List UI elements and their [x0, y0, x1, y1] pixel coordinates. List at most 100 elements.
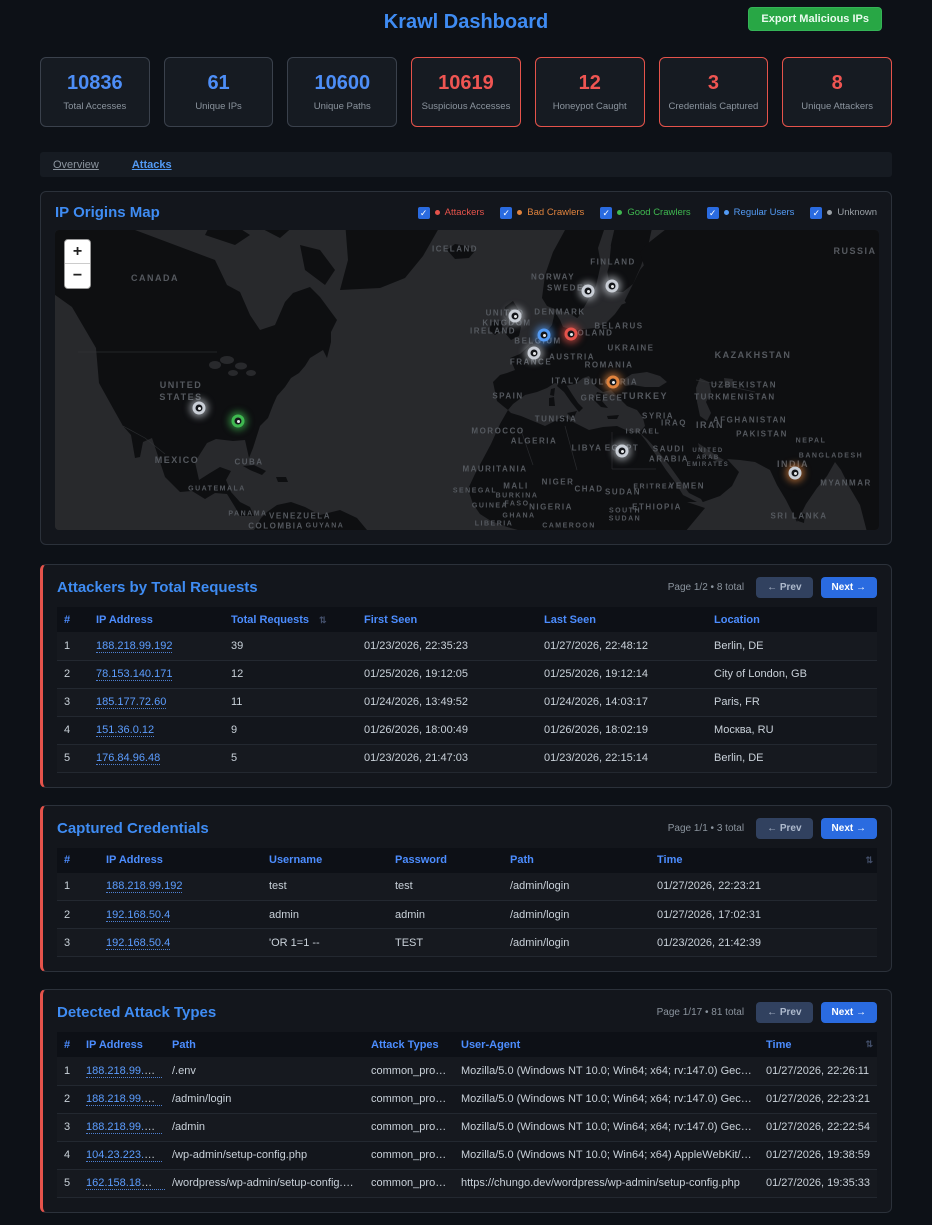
column-header-path[interactable]: Path — [165, 1032, 364, 1057]
column-header-ip-address[interactable]: IP Address — [99, 848, 262, 873]
column-header-last-seen[interactable]: Last Seen — [537, 607, 707, 632]
ip-link[interactable]: 188.218.99.192 — [106, 880, 182, 893]
attack-types-next-button[interactable]: Next → — [821, 1002, 877, 1023]
sort-icon[interactable]: ⇅ — [865, 1039, 873, 1050]
cell-last-seen: 01/24/2026, 14:03:17 — [537, 688, 707, 716]
cell-time: 01/27/2026, 19:38:59 — [759, 1141, 877, 1169]
column-header-location[interactable]: Location — [707, 607, 877, 632]
table-row: 2188.218.99.192/admin/logincommon_probes… — [57, 1085, 877, 1113]
cell-time: 01/23/2026, 21:42:39 — [650, 929, 877, 957]
cell-attack-types: common_probes — [364, 1085, 454, 1113]
attack-types-table: #IP AddressPathAttack TypesUser-AgentTim… — [57, 1032, 877, 1198]
tab-attacks[interactable]: Attacks — [132, 159, 172, 171]
column-header-time[interactable]: Time⇅ — [759, 1032, 877, 1057]
legend-item-unknown: ✓Unknown — [810, 207, 877, 219]
cell-location: City of London, GB — [707, 660, 877, 688]
map-legend: ✓Attackers✓Bad Crawlers✓Good Crawlers✓Re… — [418, 207, 877, 219]
column-header-password[interactable]: Password — [388, 848, 503, 873]
map-marker[interactable] — [582, 285, 595, 298]
stat-label: Total Accesses — [63, 101, 126, 112]
cell-ip-address: 185.177.72.60 — [89, 688, 224, 716]
cell-: 2 — [57, 660, 89, 688]
ip-link[interactable]: 192.168.50.4 — [106, 937, 170, 950]
stat-label: Credentials Captured — [669, 101, 759, 112]
export-malicious-ips-button[interactable]: Export Malicious IPs — [748, 7, 882, 31]
column-header-total-requests[interactable]: Total Requests⇅ — [224, 607, 357, 632]
legend-checkbox-good-crawlers[interactable]: ✓ — [600, 207, 612, 219]
cell-ip-address: 188.218.99.192 — [79, 1057, 165, 1085]
map-marker[interactable] — [789, 467, 802, 480]
cell-user-agent: Mozilla/5.0 (Windows NT 10.0; Win64; x64… — [454, 1141, 759, 1169]
column-header-ip-address[interactable]: IP Address — [89, 607, 224, 632]
map-marker[interactable] — [528, 347, 541, 360]
attack-types-prev-button[interactable]: ← Prev — [756, 1002, 812, 1023]
sort-icon[interactable]: ⇅ — [319, 615, 327, 625]
map-zoom-in-button[interactable]: + — [65, 240, 90, 264]
column-header-username[interactable]: Username — [262, 848, 388, 873]
cell-ip-address: 188.218.99.192 — [79, 1085, 165, 1113]
map-marker[interactable] — [193, 402, 206, 415]
column-header-[interactable]: # — [57, 607, 89, 632]
cell-path: /admin — [165, 1113, 364, 1141]
tab-overview[interactable]: Overview — [53, 159, 99, 171]
cell-user-agent: Mozilla/5.0 (Windows NT 10.0; Win64; x64… — [454, 1057, 759, 1085]
map-marker[interactable] — [606, 280, 619, 293]
map-marker[interactable] — [607, 376, 620, 389]
cell-ip-address: 162.158.182.104 — [79, 1169, 165, 1197]
world-map[interactable]: CANADAUNITEDSTATESMEXICOCUBAGUATEMALAPAN… — [55, 230, 879, 530]
legend-label: Attackers — [445, 207, 485, 218]
ip-link[interactable]: 192.168.50.4 — [106, 909, 170, 922]
cell-time: 01/27/2026, 22:23:21 — [650, 873, 877, 901]
ip-link[interactable]: 104.23.223.128 — [86, 1149, 162, 1162]
credentials-next-button[interactable]: Next → — [821, 818, 877, 839]
legend-checkbox-unknown[interactable]: ✓ — [810, 207, 822, 219]
column-header-time[interactable]: Time⇅ — [650, 848, 877, 873]
cell-: 1 — [57, 1057, 79, 1085]
ip-link[interactable]: 78.153.140.171 — [96, 668, 172, 681]
ip-link[interactable]: 188.218.99.192 — [86, 1121, 162, 1134]
stat-label: Honeypot Caught — [553, 101, 627, 112]
ip-origins-map-card: IP Origins Map ✓Attackers✓Bad Crawlers✓G… — [40, 191, 892, 545]
map-marker[interactable] — [509, 310, 522, 323]
legend-dot-icon — [724, 210, 729, 215]
ip-link[interactable]: 162.158.182.104 — [86, 1177, 165, 1190]
table-row: 2192.168.50.4adminadmin/admin/login01/27… — [57, 901, 877, 929]
attackers-title: Attackers by Total Requests — [57, 579, 258, 596]
map-zoom-out-button[interactable]: − — [65, 264, 90, 288]
cell-ip-address: 151.36.0.12 — [89, 716, 224, 744]
ip-link[interactable]: 188.218.99.192 — [86, 1093, 162, 1106]
attackers-next-button[interactable]: Next → — [821, 577, 877, 598]
ip-link[interactable]: 188.218.99.192 — [96, 640, 172, 653]
legend-checkbox-attackers[interactable]: ✓ — [418, 207, 430, 219]
column-header-path[interactable]: Path — [503, 848, 650, 873]
column-header-ip-address[interactable]: IP Address — [79, 1032, 165, 1057]
cell-path: /wp-admin/setup-config.php — [165, 1141, 364, 1169]
stat-value: 10619 — [438, 72, 494, 95]
legend-checkbox-bad-crawlers[interactable]: ✓ — [500, 207, 512, 219]
column-header-attack-types[interactable]: Attack Types — [364, 1032, 454, 1057]
cell-path: /wordpress/wp-admin/setup-config.php — [165, 1169, 364, 1197]
map-marker[interactable] — [232, 415, 245, 428]
ip-link[interactable]: 176.84.96.48 — [96, 752, 160, 765]
attackers-prev-button[interactable]: ← Prev — [756, 577, 812, 598]
ip-link[interactable]: 151.36.0.12 — [96, 724, 154, 737]
column-header-[interactable]: # — [57, 1032, 79, 1057]
map-marker[interactable] — [565, 328, 578, 341]
sort-icon[interactable]: ⇅ — [865, 855, 873, 866]
column-header-user-agent[interactable]: User-Agent — [454, 1032, 759, 1057]
ip-link[interactable]: 185.177.72.60 — [96, 696, 166, 709]
credentials-prev-button[interactable]: ← Prev — [756, 818, 812, 839]
cell-first-seen: 01/24/2026, 13:49:52 — [357, 688, 537, 716]
map-marker[interactable] — [538, 329, 551, 342]
credentials-title: Captured Credentials — [57, 820, 209, 837]
table-row: 4104.23.223.128/wp-admin/setup-config.ph… — [57, 1141, 877, 1169]
column-header-first-seen[interactable]: First Seen — [357, 607, 537, 632]
cell-password: TEST — [388, 929, 503, 957]
column-header-[interactable]: # — [57, 848, 99, 873]
legend-item-regular-users: ✓Regular Users — [707, 207, 795, 219]
map-marker[interactable] — [616, 445, 629, 458]
legend-checkbox-regular-users[interactable]: ✓ — [707, 207, 719, 219]
ip-link[interactable]: 188.218.99.192 — [86, 1065, 162, 1078]
credentials-pager: Page 1/1 • 3 total ← Prev Next → — [668, 818, 877, 839]
cell-location: Paris, FR — [707, 688, 877, 716]
